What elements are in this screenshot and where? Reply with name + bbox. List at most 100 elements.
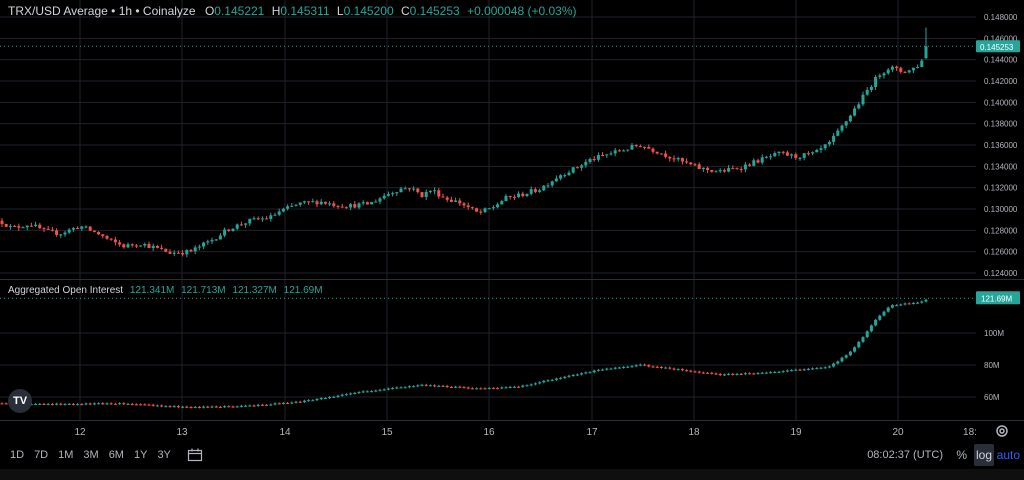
time-axis[interactable]: 12 13 14 15 16 17 18 19 20 18: [0,420,977,442]
price-tick-label: 0.138000 [984,120,1018,129]
candle-body [634,145,638,147]
candle-body [529,189,533,194]
candle-body [546,185,550,187]
tradingview-logo-icon[interactable]: TV [8,389,32,413]
oi-candle-body [668,367,672,369]
log-scale-toggle[interactable]: log [974,444,994,466]
oi-candle-body [571,374,575,376]
oi-candle-body [462,387,466,389]
oi-candle-body [332,396,336,398]
oi-candle-body [151,404,155,406]
oi-tick-label: 60M [984,393,1000,402]
bottom-toolbar: 1D 7D 1M 3M 6M 1Y 3Y 08:02:37 (UTC) % lo… [0,441,1024,469]
candle-body [118,242,122,245]
price-scale-axis[interactable]: 0.148000 0.146000 0.144000 0.142000 0.140000… [976,0,1024,279]
candle-body [899,68,903,72]
candle-body [550,181,554,186]
oi-value-4: 121.69M [283,285,323,296]
time-tick-label: 12 [74,427,86,438]
candle-body [454,200,458,202]
candle-body [815,149,819,153]
candle-body [798,157,802,159]
price-tick-label: 0.130000 [984,205,1018,214]
range-6m-button[interactable]: 6M [108,449,124,461]
candle-body [748,164,752,166]
candle-body [8,225,12,227]
oi-candle-body [785,370,789,372]
range-7d-button[interactable]: 7D [34,449,49,461]
auto-scale-toggle[interactable]: auto [996,448,1020,462]
oi-scale-axis[interactable]: 100M 80M 60M 121.69M [976,280,1024,420]
utc-clock[interactable]: 08:02:37 (UTC) [867,449,943,461]
oi-pane[interactable] [0,280,976,420]
range-3m-button[interactable]: 3M [83,449,99,461]
candle-body [735,168,739,170]
range-3y-button[interactable]: 3Y [157,449,171,461]
oi-candle-body [727,373,731,375]
time-tick-label: 15 [381,427,393,438]
oi-candle-body [496,388,500,390]
oi-candle-body [126,403,130,405]
candle-body [80,226,84,229]
candle-body [857,104,861,109]
candle-body [592,159,596,161]
candle-body [38,224,42,229]
price-scale[interactable]: 0.148000 0.146000 0.144000 0.142000 0.140000… [976,0,1024,279]
gear-icon[interactable] [994,423,1010,439]
oi-candle-body [290,402,294,404]
oi-candle-body [487,388,491,390]
candle-body [563,175,567,177]
oi-candle-body [239,405,243,407]
candle-body [88,226,92,231]
candle-body [185,249,189,255]
oi-candle-body [223,406,227,408]
oi-scale[interactable]: 100M 80M 60M 121.69M [976,280,1024,420]
candle-body [441,196,445,198]
oi-candle-body [588,372,592,374]
price-chart[interactable] [0,0,976,279]
candle-body [231,228,235,231]
candle-body [92,230,96,232]
price-pane[interactable] [0,0,976,279]
candle-body [265,218,269,220]
candle-body [731,168,735,170]
candle-body [878,75,882,77]
candle-body [861,94,865,105]
oi-candle-body [395,387,399,389]
candle-body [143,244,147,246]
symbol-title[interactable]: TRX/USD Average • 1h • Coinalyze [8,4,196,18]
candle-body [139,245,143,247]
oi-candle-body [122,403,126,405]
candle-body [911,67,915,71]
candle-body [382,195,386,199]
oi-candle-body [760,372,764,374]
oi-candle-body [802,369,806,371]
range-1y-button[interactable]: 1Y [133,449,148,461]
calendar-icon[interactable] [187,448,203,462]
pane-separator[interactable] [0,279,1024,280]
range-1m-button[interactable]: 1M [58,449,74,461]
candle-body [794,154,798,158]
candle-body [344,207,348,209]
oi-candle-body [374,390,378,392]
oi-chart[interactable] [0,280,976,420]
oi-last-label: 121.69M [981,294,1012,303]
oi-candle-body [403,387,407,389]
range-1d-button[interactable]: 1D [10,449,25,461]
candle-body [701,167,705,170]
oi-candle-body [521,385,525,387]
candle-body [659,153,663,155]
time-tick-label: 18 [688,427,700,438]
candle-body [525,193,529,197]
candle-body [197,246,201,248]
candle-body [340,206,344,208]
oi-candle-body [806,368,810,370]
oi-title[interactable]: Aggregated Open Interest [8,285,124,296]
oi-candle-body [542,380,546,383]
oi-candle-body [231,406,235,408]
candle-body [680,158,684,162]
oi-candle-body [504,387,508,389]
percent-scale-toggle[interactable]: % [956,448,967,462]
oi-candle-body [34,404,38,406]
oi-candle-body [722,374,726,376]
